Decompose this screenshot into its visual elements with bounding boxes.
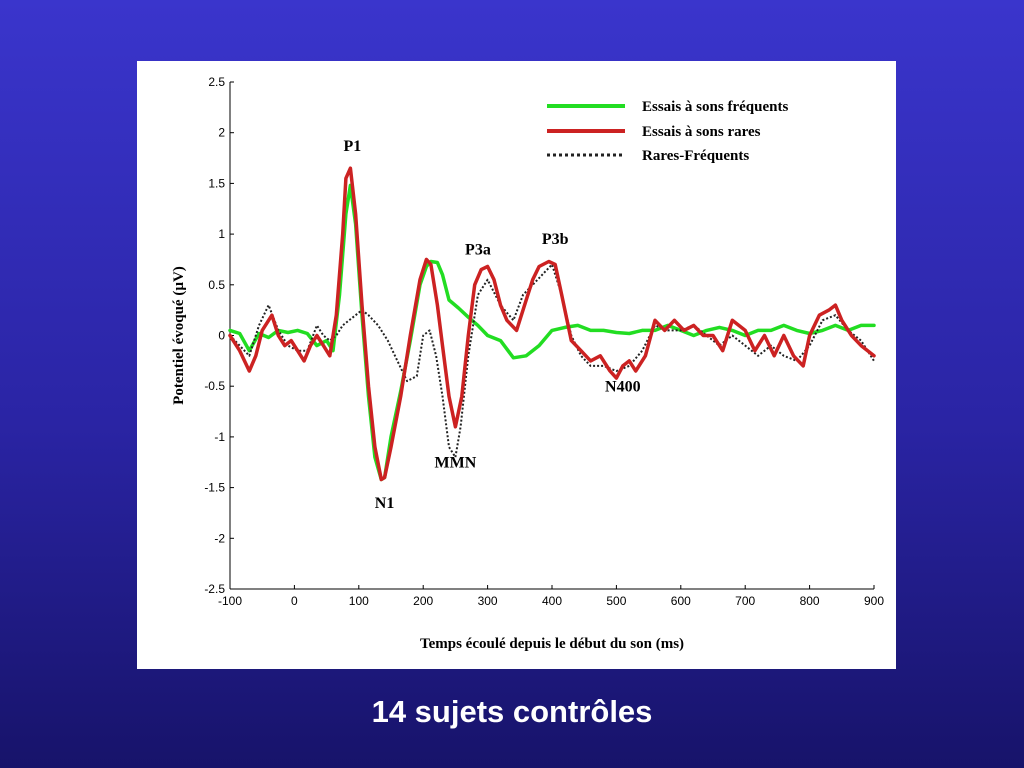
- series-lines: [228, 166, 876, 482]
- peak-label: P3a: [465, 241, 491, 258]
- plot-frame: [229, 81, 875, 590]
- peak-label: N1: [375, 495, 395, 512]
- y-tick-label: 2: [218, 126, 225, 140]
- axes: [229, 81, 875, 590]
- x-tick-label: 200: [413, 594, 433, 608]
- y-tick-label: 0.5: [208, 278, 225, 292]
- slide-caption: 14 sujets contrôles: [371, 694, 653, 729]
- peak-label: N400: [605, 378, 641, 395]
- legend-label-rare: Essais à sons rares: [642, 124, 761, 140]
- ticks: -100 0 100 200 300 400 500 600 700 800 900 -2.5 -2 -1…: [204, 75, 884, 608]
- y-tick-label: 2.5: [208, 75, 225, 89]
- peak-annotations: P1 N1 P3a MMN P3b N400: [343, 138, 640, 512]
- y-tick-label: 1: [218, 227, 225, 241]
- x-tick-label: -100: [218, 594, 242, 608]
- y-tick-label: -2: [214, 531, 225, 545]
- x-tick-label: 900: [864, 594, 884, 608]
- x-axis-label: Temps écoulé depuis le début du son (ms): [420, 636, 684, 652]
- series-line-rare: [228, 166, 876, 482]
- y-axis-label: Potentiel évoqué (µV): [171, 266, 187, 405]
- x-tick-label: 300: [478, 594, 498, 608]
- y-tick-label: -0.5: [204, 379, 225, 393]
- peak-label: P1: [343, 138, 361, 155]
- figure-panel: -100 0 100 200 300 400 500 600 700 800 900 -2.5 -2 -1…: [137, 61, 896, 669]
- y-tick-label: 1.5: [208, 176, 225, 190]
- legend: Essais à sons fréquents Essais à sons ra…: [547, 99, 788, 164]
- series-line-frequent: [228, 183, 876, 482]
- legend-label-difference: Rares-Fréquents: [642, 148, 749, 164]
- x-tick-label: 600: [671, 594, 691, 608]
- x-tick-label: 500: [606, 594, 626, 608]
- series-line-difference: [229, 263, 875, 459]
- y-tick-label: -1: [214, 430, 225, 444]
- x-tick-label: 400: [542, 594, 562, 608]
- x-tick-label: 700: [735, 594, 755, 608]
- erp-line-chart: -100 0 100 200 300 400 500 600 700 800 900 -2.5 -2 -1…: [171, 75, 884, 652]
- y-tick-label: -2.5: [204, 582, 225, 596]
- x-tick-label: 800: [800, 594, 820, 608]
- x-tick-label: 0: [291, 594, 298, 608]
- legend-label-frequent: Essais à sons fréquents: [642, 99, 788, 115]
- y-tick-label: -1.5: [204, 481, 225, 495]
- peak-label: P3b: [542, 231, 569, 248]
- peak-label: MMN: [435, 454, 477, 471]
- x-tick-label: 100: [349, 594, 369, 608]
- y-tick-label: 0: [218, 329, 225, 343]
